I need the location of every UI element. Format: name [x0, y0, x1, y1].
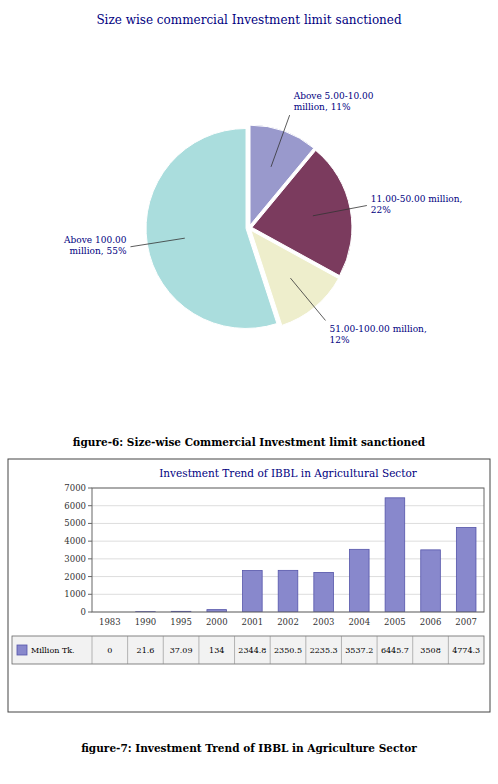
bar	[456, 527, 476, 612]
grid-line	[92, 541, 484, 542]
table-divider	[127, 636, 128, 664]
x-axis: 1983 1990 1995 2000 2001 2002 2003 2004 2005 2006…	[99, 617, 477, 627]
slice-label: Above 5.00-10.00million, 11%	[293, 91, 374, 112]
y-axis: 0 1000 2000 3000 4000 5000 6000 7000	[64, 483, 484, 617]
pie-chart: Size wise commercial Investment limit sa…	[63, 13, 462, 448]
leader-line	[290, 278, 325, 320]
x-tick-label: 1990	[135, 617, 157, 627]
table-divider	[305, 636, 306, 664]
table-divider	[412, 636, 413, 664]
table-divider	[270, 636, 271, 664]
pie-slice	[146, 128, 277, 328]
y-tick	[88, 576, 92, 577]
data-label: 4774.3	[452, 646, 480, 655]
x-tick-label: 2000	[206, 617, 228, 627]
y-tick-label: 4000	[64, 536, 86, 546]
y-tick	[88, 612, 92, 613]
slice-label-line: Above 5.00-10.00	[293, 91, 374, 101]
table-divider	[341, 636, 342, 664]
bar	[278, 570, 298, 612]
chart-title: Investment Trend of IBBL in Agricultural…	[159, 467, 418, 479]
x-tick-label: 2003	[313, 617, 335, 627]
x-tick-label: 1995	[170, 617, 192, 627]
table-divider	[198, 636, 199, 664]
data-label: 2235.3	[310, 646, 338, 655]
y-tick	[88, 594, 92, 595]
data-label: 2350.5	[274, 646, 302, 655]
chart-title: Size wise commercial Investment limit sa…	[96, 13, 402, 27]
chart-root: Size wise commercial Investment limit sa…	[0, 0, 498, 784]
slice-label-line: 22%	[371, 205, 391, 215]
y-tick-label: 2000	[64, 572, 86, 582]
legend-swatch	[17, 645, 27, 655]
leader-line	[130, 238, 184, 247]
bar	[243, 570, 263, 612]
grid-line	[92, 523, 484, 524]
table-divider	[92, 636, 93, 664]
slice-label-line: Above 100.00	[63, 235, 127, 245]
slice-label-line: 11.00-50.00 million,	[371, 194, 463, 204]
data-label: 2344.8	[238, 646, 266, 655]
y-tick	[88, 488, 92, 489]
bar	[349, 549, 369, 612]
slice-label-line: 51.00-100.00 million,	[329, 324, 426, 334]
table-divider	[234, 636, 235, 664]
slice-label: 11.00-50.00 million,22%	[371, 194, 463, 215]
x-tick-label: 2001	[242, 617, 264, 627]
y-tick-label: 7000	[64, 483, 86, 493]
figure-caption: figure-7: Investment Trend of IBBL in Ag…	[81, 742, 417, 754]
x-tick-label: 2005	[384, 617, 406, 627]
x-tick-label: 2006	[420, 617, 442, 627]
plot-frame	[92, 488, 484, 612]
pie-labels: Above 5.00-10.00million, 11% 11.00-50.00 …	[63, 91, 462, 346]
leader-line	[271, 115, 290, 167]
y-tick-label: 3000	[64, 554, 86, 564]
chart-box	[8, 459, 490, 712]
grid-line	[92, 505, 484, 506]
data-label: 134	[209, 646, 224, 655]
slice-label: Above 100.00million, 55%	[63, 235, 127, 256]
x-tick-label: 1983	[99, 617, 121, 627]
bar	[421, 550, 441, 612]
plot-background	[92, 488, 484, 612]
y-tick	[88, 523, 92, 524]
y-tick-label: 1000	[64, 589, 86, 599]
data-label: 0	[107, 646, 112, 655]
x-tick-label: 2007	[455, 617, 477, 627]
y-tick	[88, 505, 92, 506]
table-frame	[12, 636, 484, 664]
x-tick-label: 2002	[277, 617, 299, 627]
y-tick	[88, 558, 92, 559]
slice-label-line: 12%	[329, 335, 349, 345]
slice-label-line: million, 55%	[69, 246, 126, 256]
leader-line	[313, 206, 367, 216]
bar-chart: Investment Trend of IBBL in Agricultural…	[8, 459, 490, 754]
table-divider	[163, 636, 164, 664]
y-tick-label: 5000	[64, 518, 86, 528]
y-tick	[88, 541, 92, 542]
slice-label: 51.00-100.00 million,12%	[329, 324, 426, 345]
data-label: 3537.2	[345, 646, 373, 655]
bars	[136, 498, 476, 612]
x-tick-label: 2004	[348, 617, 370, 627]
bar	[385, 498, 405, 612]
data-label: 37.09	[170, 646, 193, 655]
y-tick-label: 0	[81, 607, 86, 617]
data-label: 3508	[420, 646, 440, 655]
slice-label-line: million, 11%	[294, 102, 351, 112]
y-tick-label: 6000	[64, 501, 86, 511]
legend-label: Million Tk.	[31, 646, 75, 655]
pie-slices	[146, 125, 352, 328]
data-label: 6445.7	[381, 646, 409, 655]
table-divider	[448, 636, 449, 664]
data-table: Million Tk. 0 21.6 37.09 134 2344.8 2350.5 2235…	[12, 636, 484, 664]
bar	[314, 572, 334, 612]
figure-caption: figure-6: Size-wise Commercial Investmen…	[73, 436, 426, 448]
data-label: 21.6	[137, 646, 155, 655]
table-divider	[377, 636, 378, 664]
